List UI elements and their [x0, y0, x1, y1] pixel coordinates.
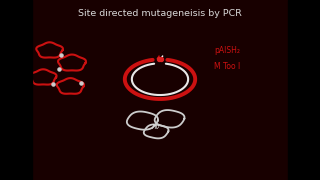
Bar: [288, 0, 320, 180]
Point: [79, 81, 84, 84]
Point: [158, 57, 164, 60]
Text: Site directed mutageneisis by PCR: Site directed mutageneisis by PCR: [78, 9, 242, 18]
Text: pAISH₂: pAISH₂: [214, 46, 240, 55]
Point: [57, 68, 62, 71]
Text: hν: hν: [152, 124, 160, 130]
Bar: [0, 0, 32, 180]
Text: M Too I: M Too I: [214, 62, 241, 71]
Point: [50, 82, 55, 85]
Point: [59, 53, 64, 56]
Point: [156, 57, 162, 60]
